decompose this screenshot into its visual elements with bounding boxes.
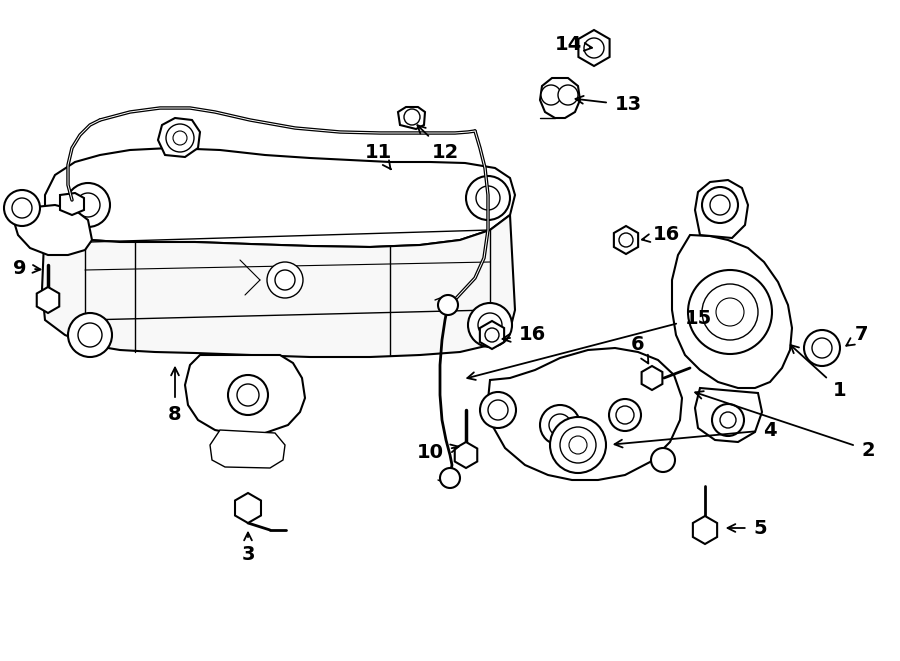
Circle shape (466, 176, 510, 220)
Text: 2: 2 (695, 391, 875, 459)
Text: 3: 3 (241, 533, 255, 564)
Text: 12: 12 (418, 126, 459, 161)
Text: 14: 14 (554, 36, 592, 54)
Circle shape (404, 109, 420, 125)
Circle shape (712, 404, 744, 436)
Circle shape (438, 295, 458, 315)
Circle shape (702, 284, 758, 340)
Polygon shape (158, 118, 200, 157)
Circle shape (616, 406, 634, 424)
Circle shape (228, 375, 268, 415)
Polygon shape (454, 442, 477, 468)
Polygon shape (37, 287, 59, 313)
Polygon shape (695, 180, 748, 238)
Text: 13: 13 (575, 95, 642, 114)
Polygon shape (614, 226, 638, 254)
Circle shape (619, 233, 633, 247)
Text: 5: 5 (727, 518, 767, 537)
Circle shape (558, 85, 578, 105)
Circle shape (68, 313, 112, 357)
Circle shape (66, 183, 110, 227)
Polygon shape (480, 321, 504, 349)
Circle shape (569, 436, 587, 454)
Circle shape (688, 270, 772, 354)
Text: 8: 8 (168, 368, 182, 424)
Polygon shape (185, 355, 305, 435)
Circle shape (485, 328, 499, 342)
Circle shape (237, 384, 259, 406)
Polygon shape (45, 148, 515, 247)
Circle shape (541, 85, 561, 105)
Circle shape (609, 399, 641, 431)
Circle shape (804, 330, 840, 366)
Circle shape (710, 195, 730, 215)
Circle shape (550, 417, 606, 473)
Circle shape (440, 468, 460, 488)
Polygon shape (398, 107, 425, 129)
Polygon shape (235, 493, 261, 523)
Polygon shape (12, 195, 92, 255)
Polygon shape (42, 215, 515, 357)
Circle shape (480, 392, 516, 428)
Polygon shape (695, 388, 762, 442)
Circle shape (267, 262, 303, 298)
Circle shape (549, 414, 571, 436)
Polygon shape (642, 366, 662, 390)
Polygon shape (672, 235, 792, 388)
Circle shape (488, 400, 508, 420)
Circle shape (173, 131, 187, 145)
Circle shape (4, 190, 40, 226)
Text: 4: 4 (615, 420, 777, 447)
Text: 1: 1 (790, 345, 847, 399)
Text: 16: 16 (502, 325, 545, 344)
Text: 11: 11 (364, 143, 392, 169)
Circle shape (560, 427, 596, 463)
Polygon shape (540, 78, 580, 118)
Text: 16: 16 (642, 225, 680, 245)
Circle shape (12, 198, 32, 218)
Circle shape (716, 298, 744, 326)
Polygon shape (60, 193, 84, 215)
Circle shape (476, 186, 500, 210)
Circle shape (468, 303, 512, 347)
Circle shape (584, 38, 604, 58)
Circle shape (478, 313, 502, 337)
Circle shape (812, 338, 832, 358)
Circle shape (275, 270, 295, 290)
Text: 7: 7 (846, 325, 868, 346)
Circle shape (540, 405, 580, 445)
Polygon shape (210, 430, 285, 468)
Polygon shape (693, 516, 717, 544)
Text: 10: 10 (417, 444, 459, 463)
Circle shape (702, 187, 738, 223)
Text: 9: 9 (14, 258, 40, 278)
Circle shape (78, 323, 102, 347)
Circle shape (166, 124, 194, 152)
Polygon shape (488, 348, 682, 480)
Polygon shape (579, 30, 609, 66)
Circle shape (720, 412, 736, 428)
Circle shape (76, 193, 100, 217)
Circle shape (651, 448, 675, 472)
Text: 6: 6 (631, 336, 648, 364)
Text: 15: 15 (467, 309, 712, 380)
